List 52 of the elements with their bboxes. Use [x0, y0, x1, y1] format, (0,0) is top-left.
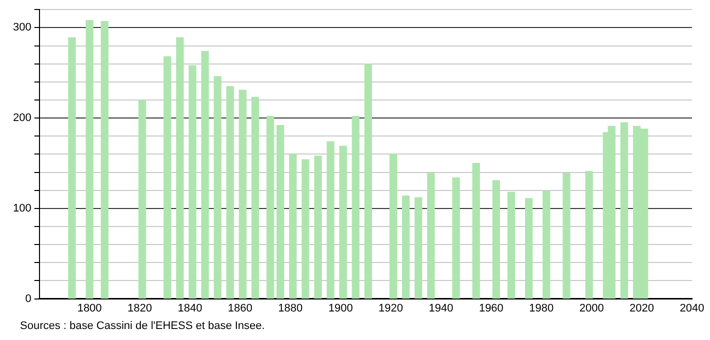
bar — [339, 146, 347, 299]
bar — [402, 195, 410, 299]
bar — [585, 171, 593, 299]
x-tick-label: 1820 — [128, 302, 152, 314]
bar — [68, 37, 76, 299]
bar — [201, 50, 209, 299]
x-tick-label: 2000 — [579, 302, 604, 314]
x-tick-label: 1860 — [228, 302, 252, 314]
x-tick-label: 1840 — [178, 302, 202, 314]
source-note: Sources : base Cassini de l'EHESS et base Insee. — [20, 320, 265, 332]
x-tick-label: 1900 — [328, 302, 353, 314]
bar — [289, 154, 297, 299]
bar — [226, 86, 234, 299]
x-tick-label: 1980 — [529, 302, 554, 314]
bar — [238, 90, 247, 299]
bar — [276, 124, 284, 299]
bar — [427, 172, 435, 299]
bar — [302, 159, 310, 299]
bar — [100, 21, 108, 299]
bar — [138, 100, 146, 299]
bar — [507, 192, 516, 299]
y-tick-label: 200 — [12, 112, 32, 124]
bar — [188, 65, 196, 299]
bar — [472, 162, 480, 299]
bar — [314, 156, 322, 299]
bar — [176, 37, 184, 299]
bar — [326, 141, 334, 299]
bar — [389, 154, 398, 299]
y-tick-label: 300 — [12, 22, 32, 34]
bar — [86, 20, 94, 299]
bar — [266, 116, 274, 299]
bar — [525, 198, 533, 299]
bar — [164, 56, 172, 299]
bar — [251, 96, 260, 299]
bar — [542, 190, 550, 299]
bar — [452, 177, 460, 299]
bar — [352, 116, 360, 299]
x-tick-label: 1800 — [77, 302, 102, 314]
bar — [562, 172, 570, 299]
x-tick-label: 1960 — [478, 302, 504, 314]
y-tick-label: 0 — [25, 292, 32, 305]
bar — [492, 180, 500, 299]
bar — [214, 76, 222, 299]
x-tick-label: 1940 — [428, 302, 454, 314]
bar — [620, 122, 628, 299]
x-tick-label: 1920 — [378, 302, 404, 314]
bar — [414, 197, 422, 299]
x-tick-label: 1880 — [278, 302, 303, 314]
bar — [364, 63, 372, 299]
x-tick-label: 2040 — [680, 302, 704, 314]
x-tick-label: 2020 — [630, 302, 654, 314]
y-tick-label: 100 — [12, 202, 32, 214]
